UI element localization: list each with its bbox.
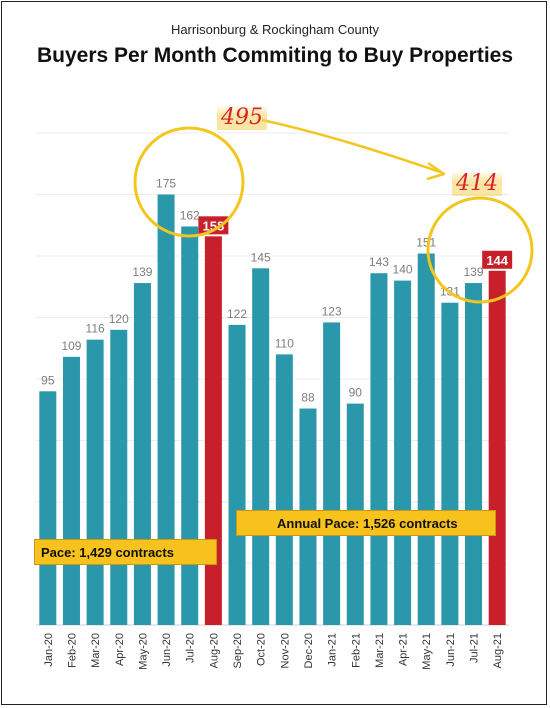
value-label: 145 bbox=[251, 250, 271, 264]
x-tick-label: May-20 bbox=[137, 633, 149, 670]
bar-apr-20 bbox=[110, 329, 128, 625]
bar-jun-20 bbox=[157, 194, 175, 625]
value-label: 139 bbox=[464, 265, 484, 279]
handwritten-total-2021: 414 bbox=[452, 171, 502, 196]
value-label: 162 bbox=[180, 208, 200, 222]
x-tick-label: Aug-21 bbox=[492, 633, 504, 668]
bar-jan-20 bbox=[39, 391, 57, 625]
x-tick-label: Apr-21 bbox=[398, 633, 410, 666]
x-tick-label: Jul-21 bbox=[469, 633, 481, 663]
bar-jul-20 bbox=[181, 226, 199, 626]
value-label: 88 bbox=[301, 391, 315, 405]
x-tick-label: Feb-20 bbox=[66, 633, 78, 668]
bar-mar-21 bbox=[370, 273, 388, 625]
pace-2020-label: Pace: 1,429 contracts bbox=[34, 539, 217, 565]
x-tick-label: Dec-20 bbox=[303, 633, 315, 668]
value-label: 122 bbox=[227, 307, 247, 321]
bar-apr-21 bbox=[394, 280, 412, 625]
bar-mar-20 bbox=[86, 339, 104, 625]
value-label: 110 bbox=[275, 336, 294, 350]
value-label: 95 bbox=[41, 373, 55, 387]
highlight-circle-2020 bbox=[133, 126, 245, 238]
annotation-overlay bbox=[133, 118, 534, 304]
highlight-circle-2021 bbox=[426, 196, 534, 304]
bar-aug-20 bbox=[204, 236, 222, 625]
x-tick-labels: Jan-20 Feb-20 Mar-20 Apr-20 May-20 Jun-20 Jul-… bbox=[43, 633, 504, 670]
value-label: 139 bbox=[132, 265, 152, 279]
x-tick-label: Jan-21 bbox=[327, 633, 339, 667]
bar-jun-21 bbox=[441, 302, 459, 625]
x-tick-label: Apr-20 bbox=[114, 633, 126, 666]
x-tick-label: Jul-20 bbox=[185, 633, 197, 663]
pace-2021-label: Annual Pace: 1,526 contracts bbox=[236, 510, 496, 536]
bar-nov-20 bbox=[275, 354, 293, 625]
value-label: 144 bbox=[486, 253, 508, 268]
value-label: 120 bbox=[109, 312, 129, 326]
x-tick-label: Aug-20 bbox=[208, 633, 220, 668]
value-label: 123 bbox=[322, 304, 342, 318]
value-label: 116 bbox=[86, 322, 105, 336]
x-tick-label: Jun-21 bbox=[445, 633, 457, 667]
x-tick-label: Jun-20 bbox=[161, 633, 173, 667]
bar-jul-21 bbox=[465, 283, 483, 625]
bar-oct-20 bbox=[252, 268, 270, 625]
value-label: 109 bbox=[61, 339, 81, 353]
x-tick-label: Feb-21 bbox=[350, 633, 362, 668]
x-tick-label: May-21 bbox=[421, 633, 433, 670]
value-label-bg bbox=[482, 250, 513, 269]
x-tick-label: Jan-20 bbox=[43, 633, 55, 667]
x-tick-label: Oct-20 bbox=[256, 633, 268, 666]
chart-title: Buyers Per Month Commiting to Buy Proper… bbox=[36, 44, 514, 67]
value-label: 140 bbox=[393, 263, 413, 277]
value-label: 158 bbox=[203, 218, 225, 233]
bar-may-21 bbox=[417, 253, 435, 626]
bar-sep-20 bbox=[228, 324, 246, 625]
bar-may-20 bbox=[133, 283, 151, 625]
bar-jan-21 bbox=[323, 322, 341, 625]
value-label: 175 bbox=[156, 177, 176, 191]
value-label: 151 bbox=[416, 236, 436, 250]
x-tick-label: Mar-21 bbox=[374, 633, 386, 668]
value-label: 143 bbox=[369, 255, 389, 269]
handwritten-total-2020: 495 bbox=[217, 105, 267, 130]
arrow-line bbox=[261, 118, 441, 174]
chart-subtitle: Harrisonburg & Rockingham County bbox=[170, 22, 380, 37]
bar-aug-21 bbox=[488, 270, 506, 625]
value-label-bg bbox=[198, 216, 229, 235]
x-tick-label: Nov-20 bbox=[279, 633, 291, 668]
x-tick-label: Mar-20 bbox=[90, 633, 102, 668]
value-label: 90 bbox=[349, 386, 363, 400]
x-tick-label: Sep-20 bbox=[232, 633, 244, 668]
arrow-head bbox=[426, 161, 446, 181]
bar-feb-20 bbox=[62, 356, 80, 625]
